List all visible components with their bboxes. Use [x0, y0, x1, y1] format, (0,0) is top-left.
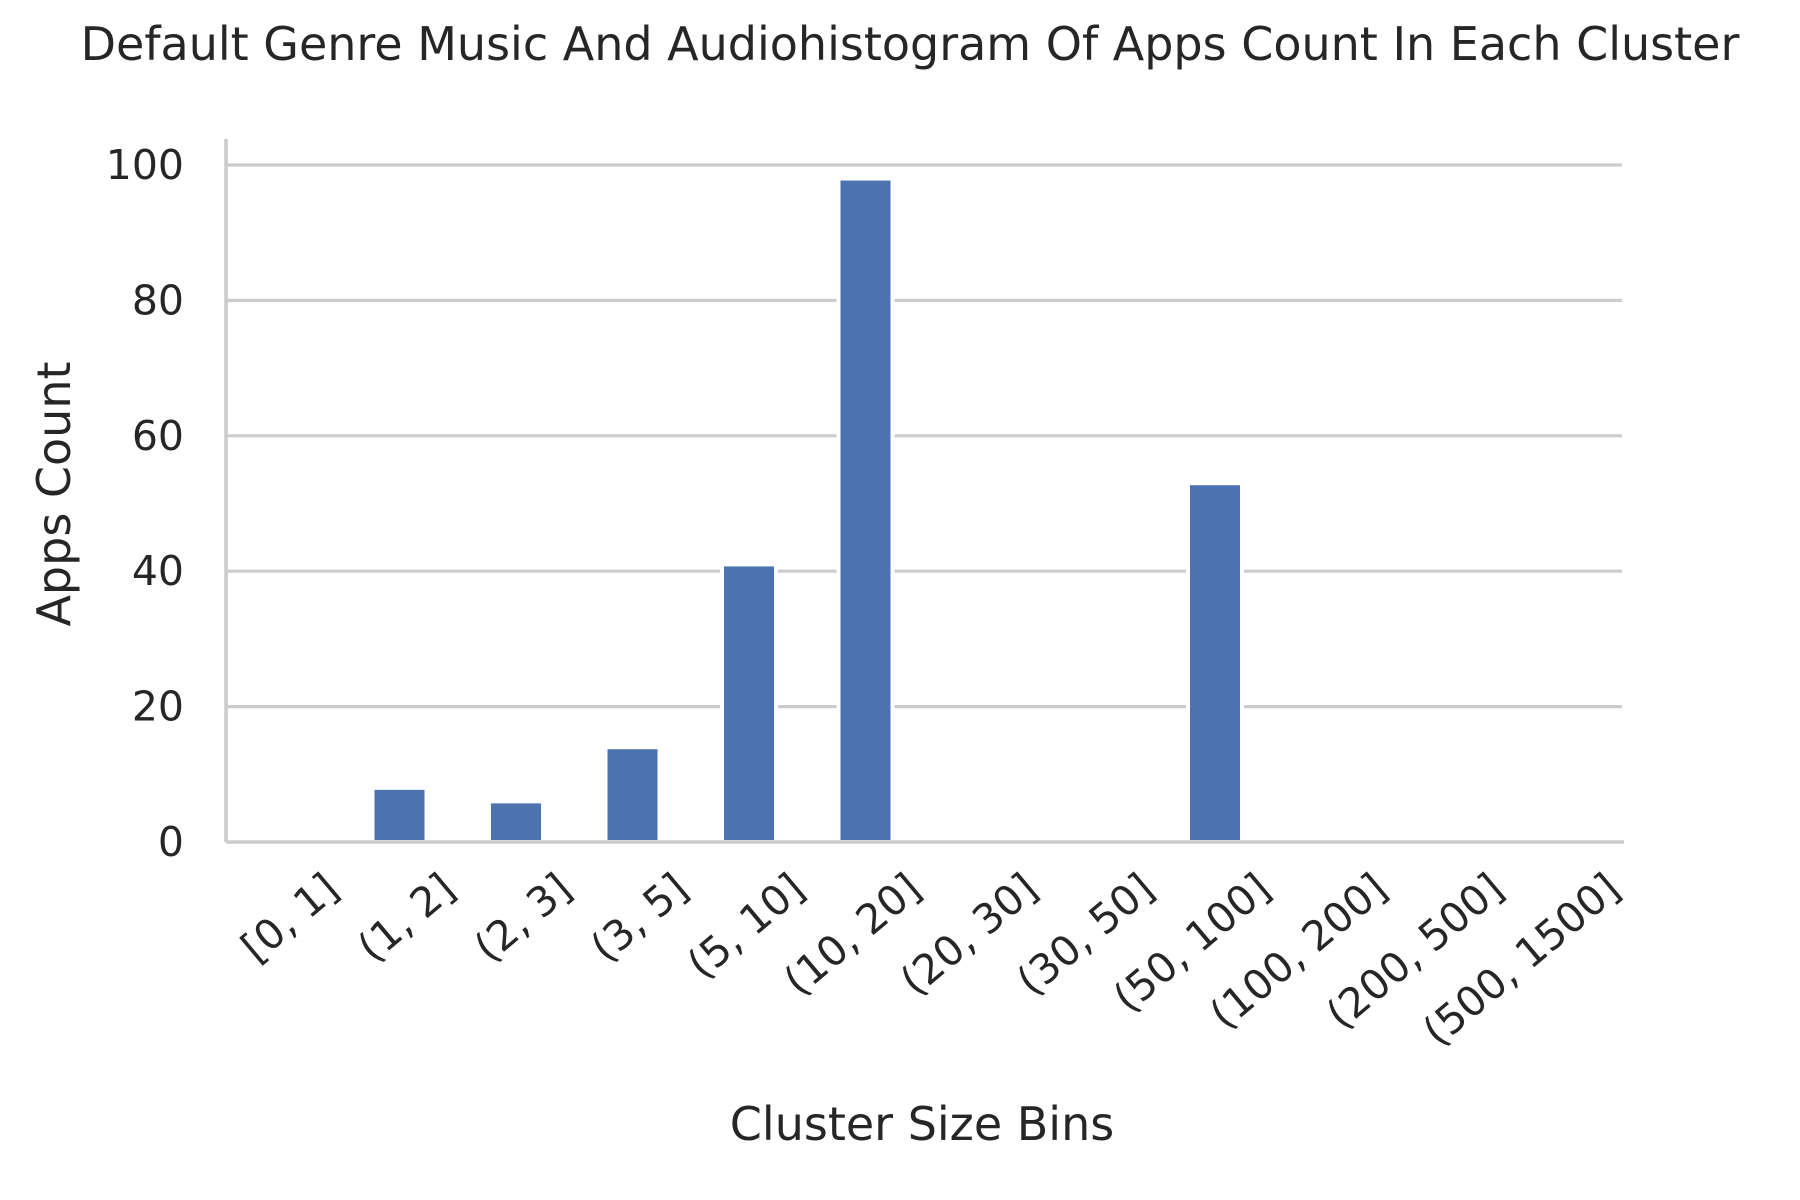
bar: [1186, 481, 1244, 844]
y-tick-label: 60: [132, 412, 184, 460]
x-axis-label: Cluster Size Bins: [730, 1097, 1114, 1151]
x-tick-label: (3, 5]: [582, 864, 697, 972]
bar: [836, 176, 895, 845]
bar: [603, 745, 662, 844]
grid-lines: [226, 163, 1622, 709]
axes: [224, 139, 1624, 844]
y-tick-label: 40: [132, 547, 184, 595]
y-axis-label: Apps Count: [27, 361, 81, 626]
y-tick-label: 80: [132, 276, 184, 324]
chart-title: Default Genre Music And Audiohistogram O…: [81, 17, 1740, 71]
bar: [720, 562, 778, 844]
x-tick-label: (1, 2]: [349, 864, 464, 972]
bars: [370, 176, 1244, 845]
bar: [487, 799, 545, 845]
y-tick-labels: 0 20 40 60 80 100: [106, 141, 184, 866]
bar: [370, 785, 429, 845]
y-tick-label: 20: [132, 683, 184, 731]
x-tick-label: [0, 1]: [232, 864, 347, 972]
x-tick-labels: [0, 1] (1, 2] (2, 3] (3, 5](5, 10](10, 20](…: [232, 864, 1629, 1055]
x-tick-label: (2, 3]: [465, 864, 580, 972]
y-tick-label: 0: [158, 818, 184, 866]
y-tick-label: 100: [106, 141, 184, 189]
